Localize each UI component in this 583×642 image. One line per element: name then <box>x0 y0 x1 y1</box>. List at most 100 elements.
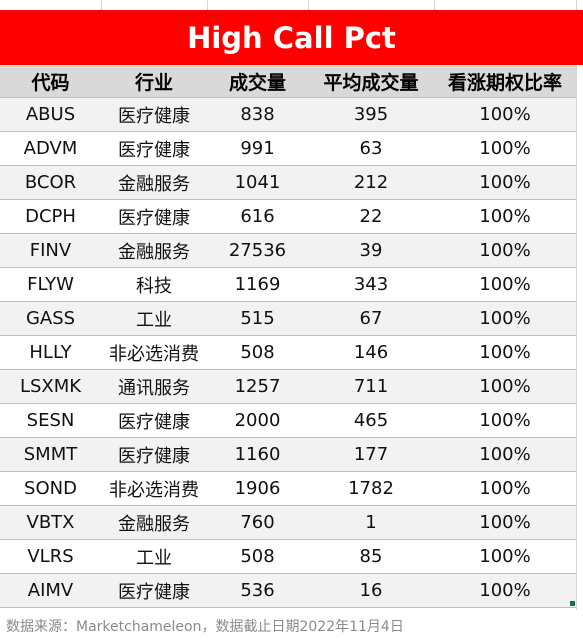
cell-avg-volume[interactable]: 146 <box>308 335 434 370</box>
gridline <box>207 0 208 10</box>
table-row: AIMV 医疗健康 536 16 100% <box>0 573 576 608</box>
cell-avg-volume[interactable]: 395 <box>308 97 434 132</box>
cell-sector[interactable]: 金融服务 <box>101 165 207 200</box>
cell-code[interactable]: SESN <box>0 403 101 438</box>
cell-code[interactable]: HLLY <box>0 335 101 370</box>
cell-code[interactable]: SMMT <box>0 437 101 472</box>
source-note: 数据来源：Marketchameleon，数据截止日期2022年11月4日 <box>0 610 583 642</box>
cell-call-pct[interactable]: 100% <box>434 437 576 472</box>
cell-volume[interactable]: 1160 <box>207 437 308 472</box>
table-row: SMMT 医疗健康 1160 177 100% <box>0 437 576 472</box>
cell-sector[interactable]: 工业 <box>101 301 207 336</box>
gridline <box>576 0 577 10</box>
cell-sector[interactable]: 金融服务 <box>101 233 207 268</box>
cell-avg-volume[interactable]: 22 <box>308 199 434 234</box>
cell-volume[interactable]: 27536 <box>207 233 308 268</box>
table-row: VBTX 金融服务 760 1 100% <box>0 505 576 540</box>
table-row: SOND 非必选消费 1906 1782 100% <box>0 471 576 506</box>
cell-avg-volume[interactable]: 63 <box>308 131 434 166</box>
table-row: DCPH 医疗健康 616 22 100% <box>0 199 576 234</box>
cell-volume[interactable]: 1041 <box>207 165 308 200</box>
cell-volume[interactable]: 2000 <box>207 403 308 438</box>
cell-avg-volume[interactable]: 177 <box>308 437 434 472</box>
cell-avg-volume[interactable]: 343 <box>308 267 434 302</box>
table-row: FLYW 科技 1169 343 100% <box>0 267 576 302</box>
cell-code[interactable]: SOND <box>0 471 101 506</box>
cell-volume[interactable]: 760 <box>207 505 308 540</box>
table-row: LSXMK 通讯服务 1257 711 100% <box>0 369 576 404</box>
cell-call-pct[interactable]: 100% <box>434 233 576 268</box>
cell-sector[interactable]: 非必选消费 <box>101 335 207 370</box>
cell-avg-volume[interactable]: 465 <box>308 403 434 438</box>
cell-sector[interactable]: 医疗健康 <box>101 573 207 608</box>
cell-sector[interactable]: 医疗健康 <box>101 437 207 472</box>
table-title: High Call Pct <box>0 10 583 65</box>
cell-volume[interactable]: 536 <box>207 573 308 608</box>
cell-code[interactable]: ADVM <box>0 131 101 166</box>
cell-sector[interactable]: 医疗健康 <box>101 131 207 166</box>
cell-code[interactable]: BCOR <box>0 165 101 200</box>
cell-avg-volume[interactable]: 212 <box>308 165 434 200</box>
cell-sector[interactable]: 医疗健康 <box>101 199 207 234</box>
cell-avg-volume[interactable]: 1782 <box>308 471 434 506</box>
table-row: BCOR 金融服务 1041 212 100% <box>0 165 576 200</box>
column-edge <box>576 65 577 610</box>
cell-code[interactable]: DCPH <box>0 199 101 234</box>
cell-code[interactable]: LSXMK <box>0 369 101 404</box>
call-pct-table: 代码 行业 成交量 平均成交量 看涨期权比率 ABUS 医疗健康 838 395 100… <box>0 65 576 608</box>
table-row: FINV 金融服务 27536 39 100% <box>0 233 576 268</box>
cell-volume[interactable]: 508 <box>207 539 308 574</box>
cell-call-pct[interactable]: 100% <box>434 97 576 132</box>
cell-avg-volume[interactable]: 16 <box>308 573 434 608</box>
cell-volume[interactable]: 1257 <box>207 369 308 404</box>
cell-call-pct[interactable]: 100% <box>434 471 576 506</box>
cell-sector[interactable]: 医疗健康 <box>101 97 207 132</box>
table-row: SESN 医疗健康 2000 465 100% <box>0 403 576 438</box>
cell-sector[interactable]: 金融服务 <box>101 505 207 540</box>
cell-volume[interactable]: 1169 <box>207 267 308 302</box>
cell-call-pct[interactable]: 100% <box>434 403 576 438</box>
cell-volume[interactable]: 515 <box>207 301 308 336</box>
table-row: HLLY 非必选消费 508 146 100% <box>0 335 576 370</box>
cell-call-pct[interactable]: 100% <box>434 267 576 302</box>
cell-sector[interactable]: 工业 <box>101 539 207 574</box>
cell-call-pct[interactable]: 100% <box>434 573 576 608</box>
cell-avg-volume[interactable]: 711 <box>308 369 434 404</box>
header-sector[interactable]: 行业 <box>101 65 207 98</box>
cell-code[interactable]: VLRS <box>0 539 101 574</box>
cell-call-pct[interactable]: 100% <box>434 131 576 166</box>
header-code[interactable]: 代码 <box>0 65 101 98</box>
cell-call-pct[interactable]: 100% <box>434 505 576 540</box>
cell-call-pct[interactable]: 100% <box>434 369 576 404</box>
cell-call-pct[interactable]: 100% <box>434 539 576 574</box>
cell-volume[interactable]: 508 <box>207 335 308 370</box>
cell-sector[interactable]: 通讯服务 <box>101 369 207 404</box>
cell-volume[interactable]: 991 <box>207 131 308 166</box>
cell-sector[interactable]: 非必选消费 <box>101 471 207 506</box>
cell-code[interactable]: ABUS <box>0 97 101 132</box>
cell-code[interactable]: GASS <box>0 301 101 336</box>
cell-avg-volume[interactable]: 85 <box>308 539 434 574</box>
cell-avg-volume[interactable]: 1 <box>308 505 434 540</box>
cell-code[interactable]: VBTX <box>0 505 101 540</box>
cell-code[interactable]: FINV <box>0 233 101 268</box>
table-row: ADVM 医疗健康 991 63 100% <box>0 131 576 166</box>
cell-avg-volume[interactable]: 39 <box>308 233 434 268</box>
cell-volume[interactable]: 1906 <box>207 471 308 506</box>
cell-call-pct[interactable]: 100% <box>434 335 576 370</box>
header-avg-volume[interactable]: 平均成交量 <box>308 65 434 98</box>
cell-call-pct[interactable]: 100% <box>434 165 576 200</box>
cell-volume[interactable]: 616 <box>207 199 308 234</box>
cell-code[interactable]: AIMV <box>0 573 101 608</box>
header-call-pct[interactable]: 看涨期权比率 <box>434 65 576 98</box>
cell-code[interactable]: FLYW <box>0 267 101 302</box>
cell-sector[interactable]: 科技 <box>101 267 207 302</box>
header-row: 代码 行业 成交量 平均成交量 看涨期权比率 <box>0 65 576 98</box>
cell-sector[interactable]: 医疗健康 <box>101 403 207 438</box>
fill-handle[interactable] <box>570 601 575 606</box>
cell-avg-volume[interactable]: 67 <box>308 301 434 336</box>
header-volume[interactable]: 成交量 <box>207 65 308 98</box>
cell-call-pct[interactable]: 100% <box>434 301 576 336</box>
cell-call-pct[interactable]: 100% <box>434 199 576 234</box>
cell-volume[interactable]: 838 <box>207 97 308 132</box>
